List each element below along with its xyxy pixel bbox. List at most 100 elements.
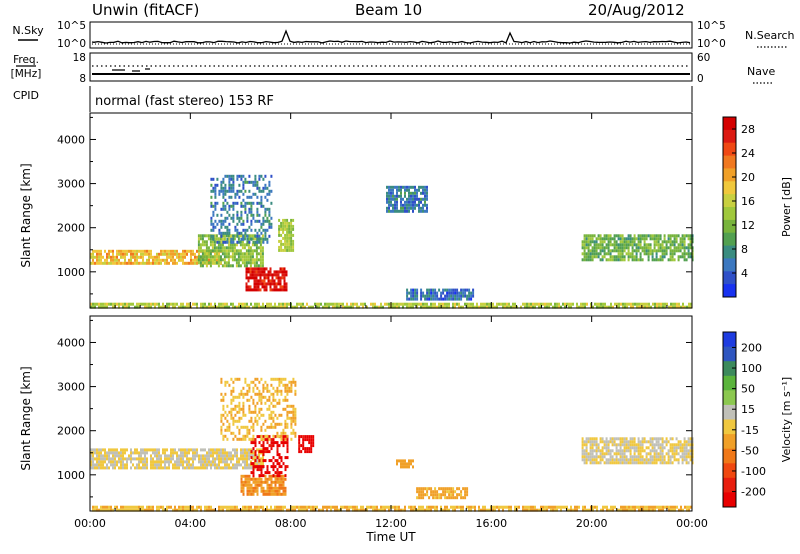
echo-cell [589,440,592,444]
echo-cell [422,487,425,491]
echo-cell [641,258,644,262]
echo-cell [272,468,275,472]
echo-cell [627,249,630,253]
echo-cell [615,255,618,259]
echo-cell [274,480,277,484]
echo-cell [603,452,606,456]
echo-cell [188,466,190,470]
echo-cell [242,474,245,478]
echo-cell [100,466,102,470]
echo-cell [530,302,532,306]
echo-cell [316,302,318,306]
echo-cell [619,458,622,462]
colorbar-tick-label: 50 [741,383,755,396]
echo-cell [198,505,200,509]
echo-cell [212,460,214,464]
echo-cell [595,443,598,447]
echo-cell [426,297,429,301]
echo-cell [114,255,116,259]
echo-cell [174,252,176,256]
echo-cell [158,255,160,259]
echo-cell [214,186,217,190]
echo-cell [637,461,640,465]
echo-cell [236,451,238,455]
echo-cell [266,434,269,438]
echo-cell [286,224,289,228]
echo-cell [218,508,220,512]
echo-cell [675,237,678,241]
echo-cell [259,258,262,262]
echo-cell [192,451,194,455]
echo-cell [274,404,277,408]
echo-cell [246,457,248,461]
echo-cell [376,305,378,309]
echo-cell [138,302,140,306]
echo-cell [284,245,287,249]
echo-cell [184,305,186,309]
echo-cell [585,240,588,244]
echo-cell [683,440,686,444]
echo-cell [221,249,224,253]
echo-cell [271,276,274,280]
echo-cell [627,449,630,453]
echo-cell [659,249,662,253]
echo-cell [251,288,254,292]
echo-cell [232,305,234,309]
echo-cell [426,194,428,198]
echo-cell [276,489,279,493]
echo-cell [280,392,283,396]
echo-cell [164,261,166,265]
echo-cell [691,446,694,450]
echo-cell [677,446,680,450]
echo-cell [240,463,242,467]
echo-cell [255,261,258,265]
echo-cell [208,460,210,464]
echo-cell [392,197,394,201]
echo-cell [232,380,235,384]
echo-cell [675,234,678,238]
echo-cell [228,505,230,509]
echo-cell [170,448,172,452]
echo-cell [150,249,152,253]
echo-cell [587,237,590,241]
echo-cell [248,195,251,199]
echo-cell [268,450,271,454]
echo-cell [212,451,214,455]
echo-cell [617,237,620,241]
echo-cell [186,460,188,464]
echo-cell [595,461,598,465]
echo-cell [94,261,96,265]
echo-cell [218,231,221,235]
echo-cell [262,219,265,223]
echo-cell [632,305,634,309]
echo-cell [582,305,584,309]
echo-cell [266,186,269,190]
echo-cell [228,228,231,232]
echo-cell [651,446,654,450]
echo-cell [265,288,268,292]
echo-cell [136,258,138,262]
echo-cell [408,188,410,192]
echo-cell [643,249,646,253]
echo-cell [226,228,229,232]
echo-cell [186,305,188,309]
echo-cell [585,252,588,256]
echo-cell [220,466,222,470]
echo-cell [130,258,132,262]
echo-cell [228,189,231,193]
echo-cell [600,305,602,309]
echo-cell [148,249,150,253]
echo-cell [166,508,168,512]
echo-cell [410,191,412,195]
echo-cell [641,449,644,453]
echo-cell [595,243,598,247]
echo-cell [691,237,694,241]
echo-cell [190,463,192,467]
echo-cell [324,505,326,509]
echo-cell [288,245,291,249]
echo-cell [255,243,258,247]
echo-cell [128,457,130,461]
echo-cell [256,413,259,417]
echo-cell [607,440,610,444]
echo-cell [605,258,608,262]
